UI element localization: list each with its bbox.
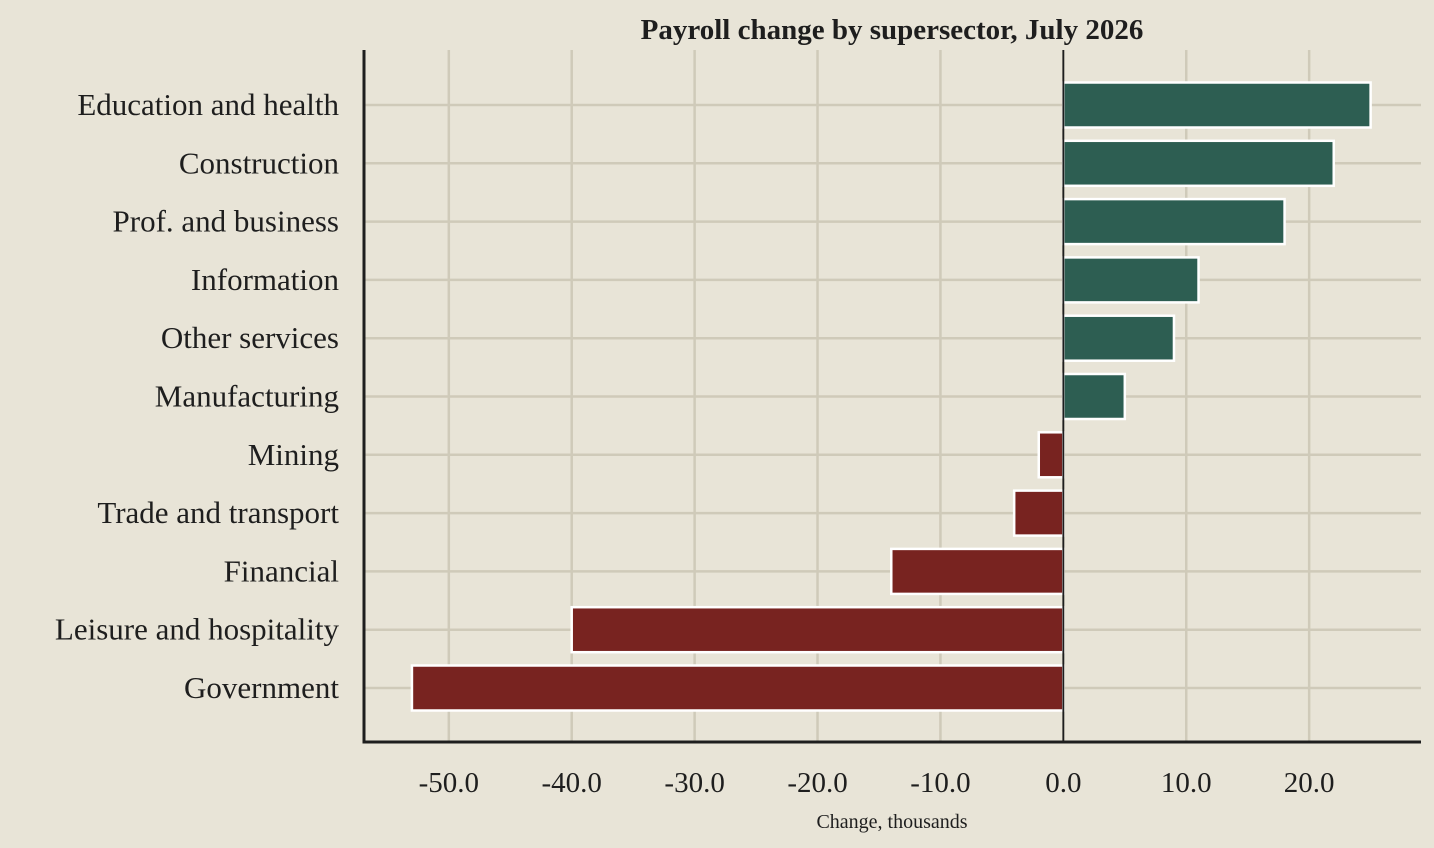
category-label: Financial	[224, 553, 339, 588]
bar	[410, 664, 1065, 712]
x-tick-label: -20.0	[787, 767, 847, 799]
x-tick-label: 10.0	[1161, 767, 1212, 799]
x-tick-label: 0.0	[1045, 767, 1081, 799]
labels: Education and health Construction Prof. an…	[55, 87, 1335, 799]
bar	[1012, 489, 1065, 537]
axes	[362, 50, 1421, 744]
category-label: Manufacturing	[155, 379, 339, 414]
bar	[890, 547, 1065, 596]
x-tick-label: -10.0	[910, 767, 970, 799]
bar	[1062, 197, 1286, 246]
bar	[1037, 431, 1065, 479]
category-label: Information	[191, 262, 340, 297]
category-label: Leisure and hospitality	[55, 612, 340, 647]
x-tick-label: -50.0	[419, 767, 479, 799]
category-label: Prof. and business	[113, 204, 339, 239]
category-label: Other services	[161, 320, 339, 355]
category-label: Construction	[179, 145, 340, 180]
x-tick-label: -30.0	[664, 767, 724, 799]
category-label: Education and health	[77, 87, 339, 122]
category-label: Mining	[248, 437, 339, 472]
bar	[1062, 139, 1335, 188]
x-tick-label: -40.0	[542, 767, 602, 799]
category-label: Trade and transport	[97, 495, 339, 530]
category-label: Government	[184, 670, 339, 705]
bar	[1062, 372, 1127, 421]
x-axis-label: Change, thousands	[816, 811, 967, 833]
chart-title: Payroll change by supersector, July 2026	[641, 14, 1144, 46]
x-tick-label: 20.0	[1284, 767, 1335, 799]
bar	[570, 605, 1065, 654]
bar	[1062, 256, 1200, 304]
bar	[1062, 81, 1372, 129]
bar	[1062, 314, 1176, 362]
